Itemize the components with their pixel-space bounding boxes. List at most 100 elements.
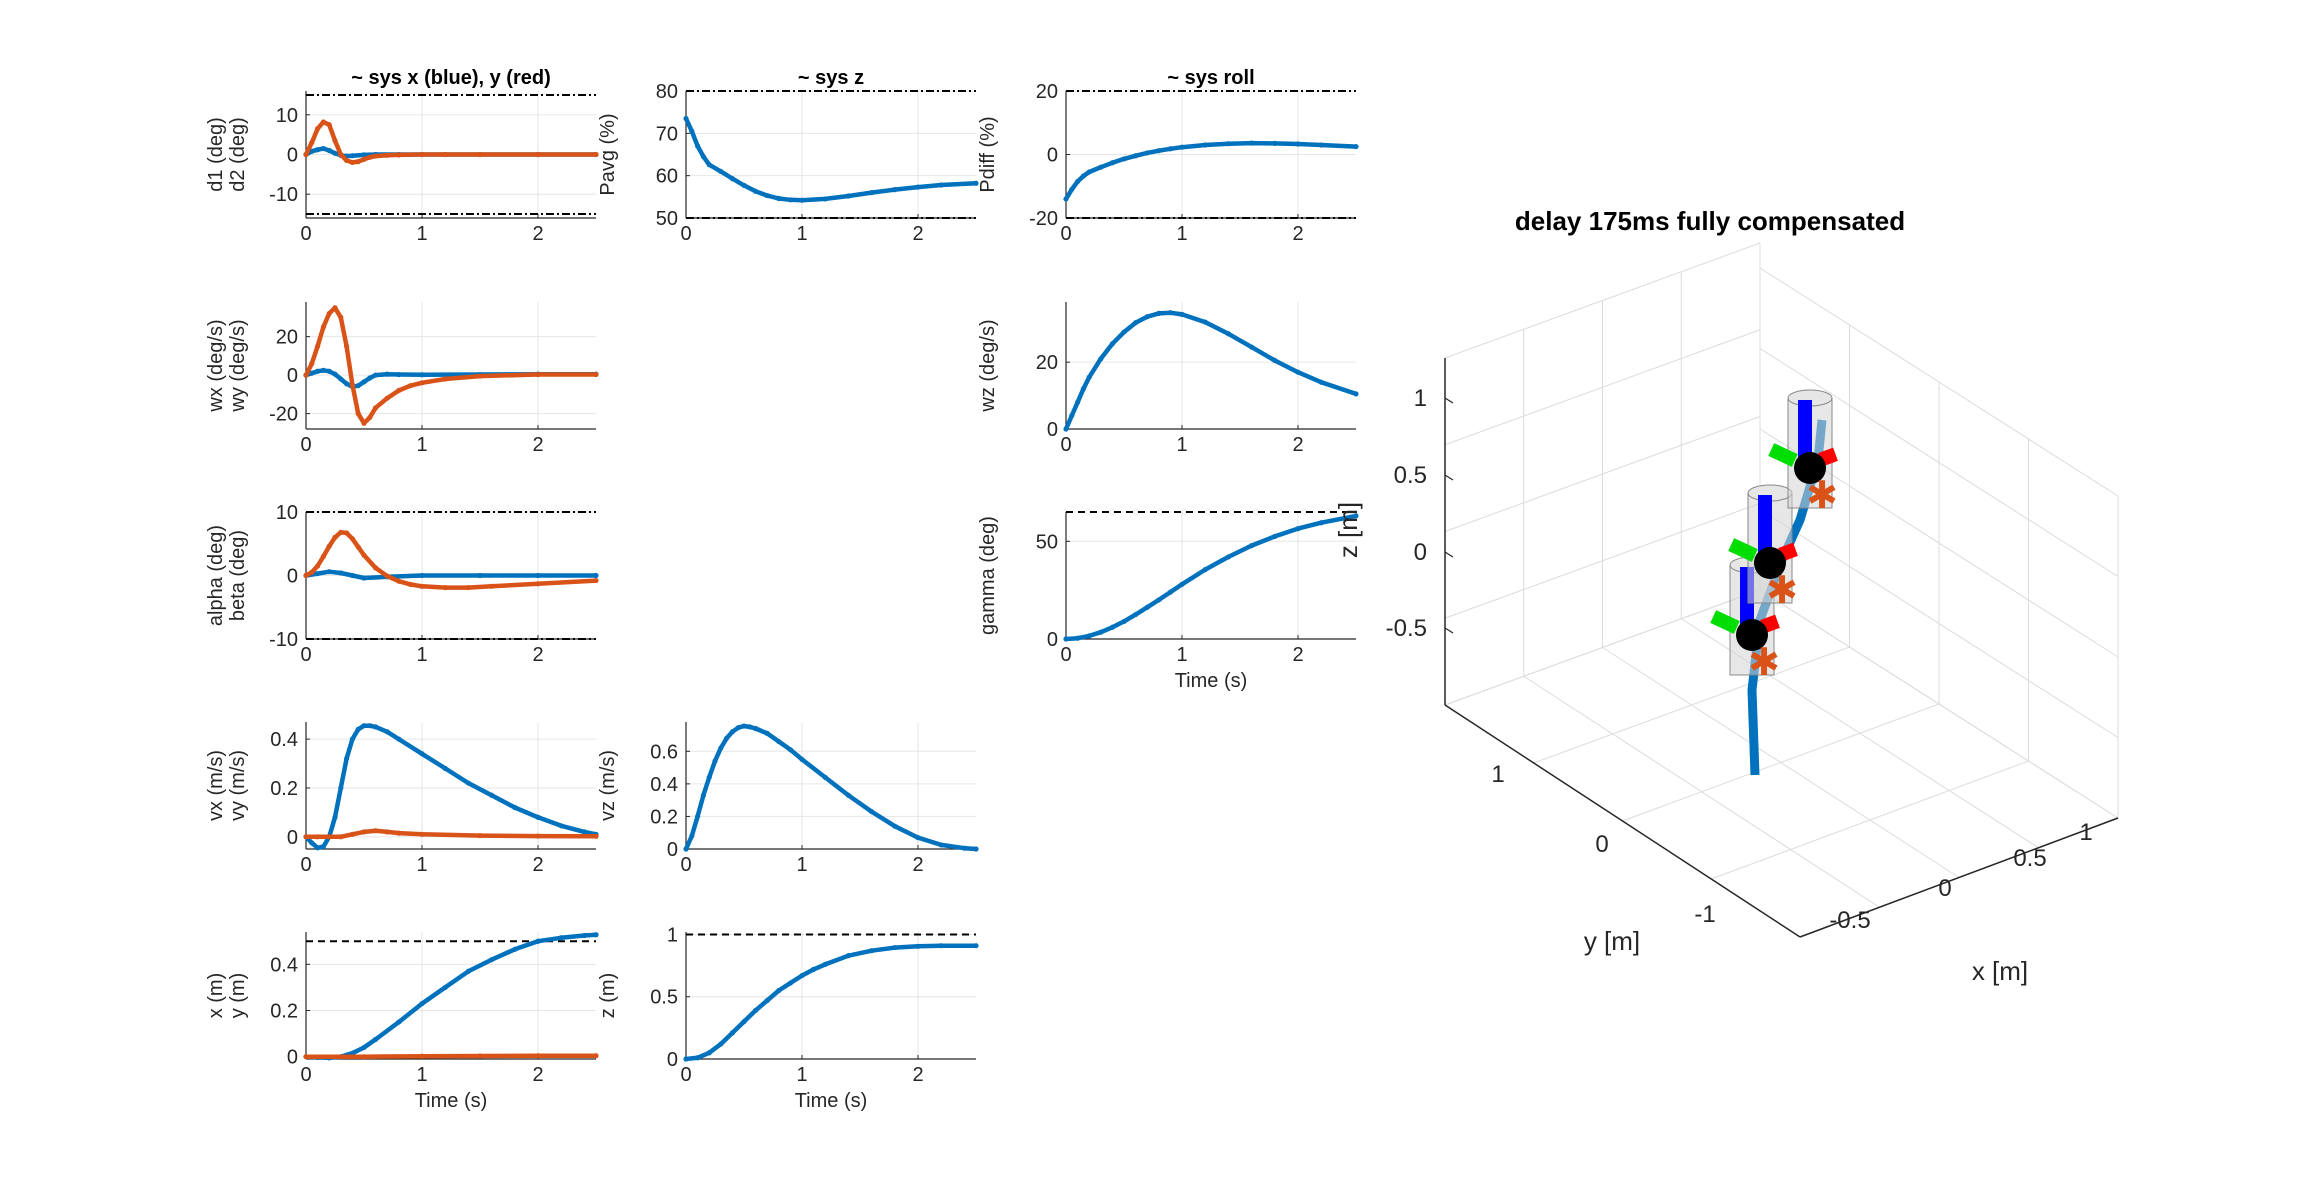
data-point <box>1133 320 1139 326</box>
data-point <box>332 150 338 156</box>
data-point <box>1179 144 1185 150</box>
data-point <box>1075 178 1081 185</box>
data-point <box>1249 140 1255 146</box>
data-point <box>442 765 448 772</box>
axes-background <box>1066 512 1356 639</box>
data-point <box>303 834 309 840</box>
data-point <box>1086 169 1092 175</box>
z-tick <box>1444 397 1454 404</box>
data-point <box>373 1036 379 1042</box>
data-point <box>396 736 402 742</box>
data-point <box>442 376 448 382</box>
data-point <box>1295 369 1301 375</box>
subplot-sys-z-position: 0 1 2 0 0.5 1 Time (s) z (m) <box>597 924 979 1112</box>
data-point <box>344 343 350 349</box>
data-point <box>869 948 875 954</box>
data-point <box>361 420 367 426</box>
data-point <box>477 1053 483 1059</box>
y-tick-label: -10 <box>269 184 298 206</box>
data-point <box>489 792 495 798</box>
data-point <box>361 723 367 729</box>
y-tick-label: -20 <box>269 404 298 426</box>
data-point <box>361 152 367 158</box>
data-point <box>799 972 805 979</box>
data-point <box>535 814 541 820</box>
subplot-sys-xy-velocity: 0 1 2 0 0.2 0.4 vx (m/s) vy (m/s) <box>205 722 599 876</box>
data-point <box>799 197 805 203</box>
data-point <box>309 569 315 575</box>
data-point <box>326 310 332 317</box>
data-point <box>419 583 425 589</box>
x-tick-label: 0 <box>1938 875 1951 902</box>
subplot-title: ~ sys x (blue), y (red) <box>351 67 551 89</box>
y-axis-label: wx (deg/s) <box>205 319 227 412</box>
data-point <box>535 151 541 158</box>
wall-grid <box>1444 416 1761 532</box>
data-point <box>361 1044 367 1051</box>
y-tick-label: 0 <box>287 145 298 167</box>
x-tick-label: 0 <box>300 1064 311 1086</box>
data-point <box>915 943 921 949</box>
data-point <box>787 980 794 986</box>
x-tick-label: 1 <box>416 434 427 456</box>
y-tick-label: 0 <box>287 365 298 387</box>
data-point <box>593 371 599 378</box>
data-point <box>753 1007 759 1014</box>
x-tick-label: 0 <box>300 223 311 245</box>
y-axis-label: beta (deg) <box>227 530 249 621</box>
data-point <box>735 725 741 731</box>
data-point <box>973 943 979 949</box>
data-point <box>973 846 979 852</box>
data-point <box>1121 156 1127 162</box>
data-point <box>1272 533 1278 540</box>
data-point <box>349 736 355 742</box>
y-tick-label: -20 <box>1029 208 1058 230</box>
x-axis-label: Time (s) <box>415 1090 488 1112</box>
y-axis-label: z (m) <box>597 973 619 1019</box>
data-point <box>753 725 759 732</box>
data-point <box>338 529 344 535</box>
data-point <box>477 572 483 579</box>
data-point <box>753 188 759 194</box>
data-point <box>338 570 344 576</box>
data-point <box>419 1000 425 1007</box>
data-point <box>695 813 701 820</box>
box-edge <box>1799 817 2119 938</box>
data-point <box>689 833 695 839</box>
data-point <box>326 834 332 840</box>
subplot-sys-roll-gamma: 0 1 2 0 50 Time (s) gamma (deg) <box>977 511 1359 692</box>
data-point <box>332 371 338 377</box>
data-point <box>938 842 944 848</box>
data-point <box>1144 314 1150 320</box>
x-tick-label: 2 <box>532 644 543 666</box>
data-point <box>367 723 373 729</box>
data-point <box>535 572 541 579</box>
x-tick-label: 0 <box>300 434 311 456</box>
data-point <box>303 572 309 579</box>
data-point <box>477 151 483 158</box>
data-point <box>535 581 541 587</box>
data-point <box>465 584 471 591</box>
data-point <box>593 151 599 158</box>
y-tick-label: 1 <box>1491 761 1504 788</box>
data-point <box>741 723 747 729</box>
data-point <box>320 367 326 373</box>
data-point <box>741 182 747 189</box>
asterisk-marker: ✱ <box>1748 640 1780 684</box>
data-point <box>373 724 379 730</box>
data-point <box>396 1019 402 1025</box>
y-axis-label: vx (m/s) <box>205 750 227 821</box>
data-point <box>822 196 828 202</box>
data-point <box>1202 142 1208 148</box>
y-tick-label: 20 <box>1036 352 1058 374</box>
y-axis-label: Pavg (%) <box>597 113 619 195</box>
data-point <box>349 159 355 166</box>
wall-grid <box>1759 589 2119 819</box>
data-point <box>535 938 541 944</box>
x-tick-label: 2 <box>1292 644 1303 666</box>
data-point <box>1202 319 1208 325</box>
data-point <box>407 383 413 389</box>
data-point <box>1167 146 1173 152</box>
data-point <box>344 530 350 536</box>
